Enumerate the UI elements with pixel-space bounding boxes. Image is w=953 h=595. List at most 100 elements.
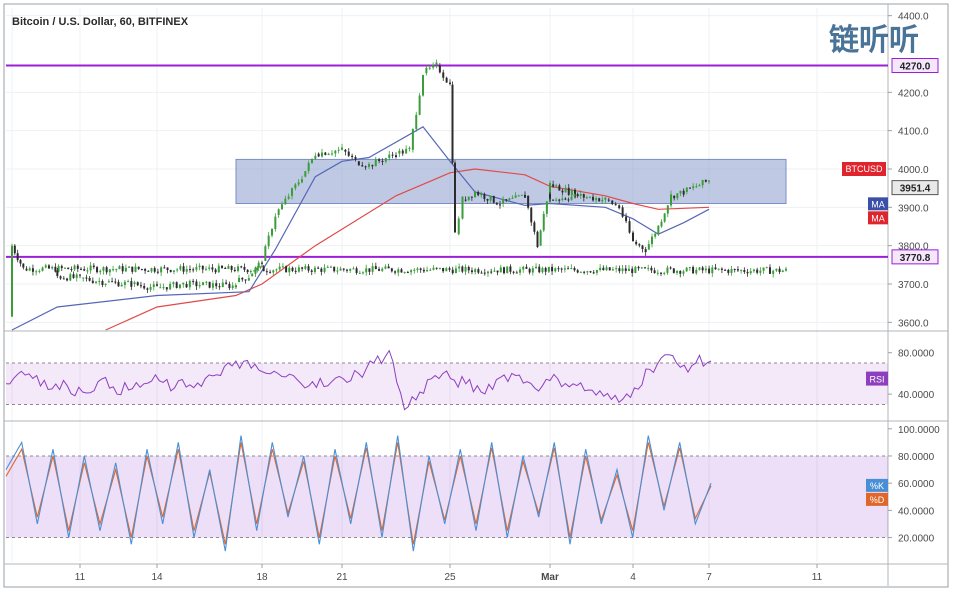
candle-body (522, 266, 525, 270)
candle-body (201, 265, 204, 270)
candle-body (327, 153, 330, 155)
candle-body (727, 269, 730, 273)
candle-body (147, 270, 150, 272)
candle-body (685, 267, 688, 272)
candle-body (585, 197, 588, 199)
candle-body (552, 199, 555, 201)
ma-badge (868, 211, 888, 225)
candle-body (288, 267, 291, 273)
candle-body (733, 269, 736, 271)
candle-body (445, 77, 448, 83)
candle-body (243, 266, 246, 270)
candle-body (137, 266, 140, 269)
candle-body (388, 154, 391, 159)
candle-body (265, 271, 268, 273)
candle-body (99, 270, 102, 273)
x-tick-label: 25 (444, 572, 456, 583)
candle-body (354, 157, 357, 160)
candle-body (558, 199, 561, 201)
candle-body (182, 282, 185, 285)
candle-body (96, 267, 99, 273)
candle-body (169, 284, 172, 290)
candle-body (432, 267, 435, 270)
candle-body (611, 200, 614, 205)
candle-body (257, 262, 260, 268)
chart-title: Bitcoin / U.S. Dollar, 60, BITFINEX (12, 16, 189, 28)
candle-body (59, 276, 62, 279)
candle-body (651, 236, 653, 245)
candle-body (541, 267, 544, 273)
candle-body (618, 205, 621, 209)
stoch-tick-label: 20.0000 (898, 534, 935, 545)
candle-body (178, 284, 181, 288)
candle-body (411, 128, 414, 150)
candle-body (778, 268, 781, 273)
candle-body (324, 152, 327, 155)
candle-body (208, 281, 211, 288)
candle-body (592, 196, 595, 201)
candle-body (47, 265, 50, 269)
candle-body (608, 267, 611, 271)
candle-body (657, 225, 660, 234)
candle-body (602, 267, 605, 271)
candle-body (238, 277, 241, 283)
candle-body (67, 267, 70, 270)
candle-body (595, 270, 598, 273)
candle-body (579, 194, 582, 196)
candle-body (542, 213, 545, 231)
candle-body (301, 179, 303, 183)
candle-body (628, 221, 631, 233)
candle-body (195, 267, 198, 270)
candle-body (477, 192, 480, 196)
x-tick-label: 21 (336, 572, 348, 583)
candle-body (11, 245, 13, 317)
candle-body (237, 266, 240, 272)
candle-body (422, 269, 425, 272)
candle-body (483, 272, 486, 274)
stoch-d-badge (866, 492, 888, 506)
candle-body (88, 277, 91, 281)
candle-body (418, 95, 421, 115)
candle-body (92, 265, 95, 268)
candle-body (358, 272, 361, 274)
candle-body (477, 269, 480, 273)
candle-body (211, 283, 214, 288)
candle-body (470, 196, 473, 198)
candle-body (351, 155, 354, 158)
candle-body (676, 271, 679, 273)
candle-body (211, 267, 214, 270)
candle-body (511, 197, 514, 199)
candle-body (480, 272, 483, 274)
candle-body (589, 271, 592, 273)
candle-body (614, 204, 617, 206)
candle-body (368, 164, 370, 167)
stoch-k-line (5, 435, 712, 552)
candle-body (474, 191, 476, 198)
candle-body (162, 287, 165, 289)
candle-body (570, 196, 573, 200)
candle-body (752, 269, 755, 272)
candle-body (634, 266, 637, 273)
candle-body (176, 269, 179, 271)
candle-body (22, 263, 25, 268)
y-tick-label: 3600.0 (898, 318, 929, 329)
candle-body (641, 245, 644, 250)
candle-body (361, 165, 364, 167)
candle-body (599, 267, 602, 271)
candle-body (635, 241, 638, 245)
candle-body (127, 281, 130, 283)
candle-body (410, 270, 413, 273)
candle-body (150, 268, 153, 272)
candle-body (416, 268, 419, 270)
candle-body (451, 269, 454, 274)
candle-body (227, 266, 230, 269)
candle-body (331, 153, 333, 155)
candle-body (336, 270, 339, 272)
candle-body (246, 269, 249, 273)
candle-body (182, 266, 185, 272)
candle-body (514, 195, 517, 198)
candle-body (95, 281, 98, 283)
candle-body (63, 267, 66, 269)
